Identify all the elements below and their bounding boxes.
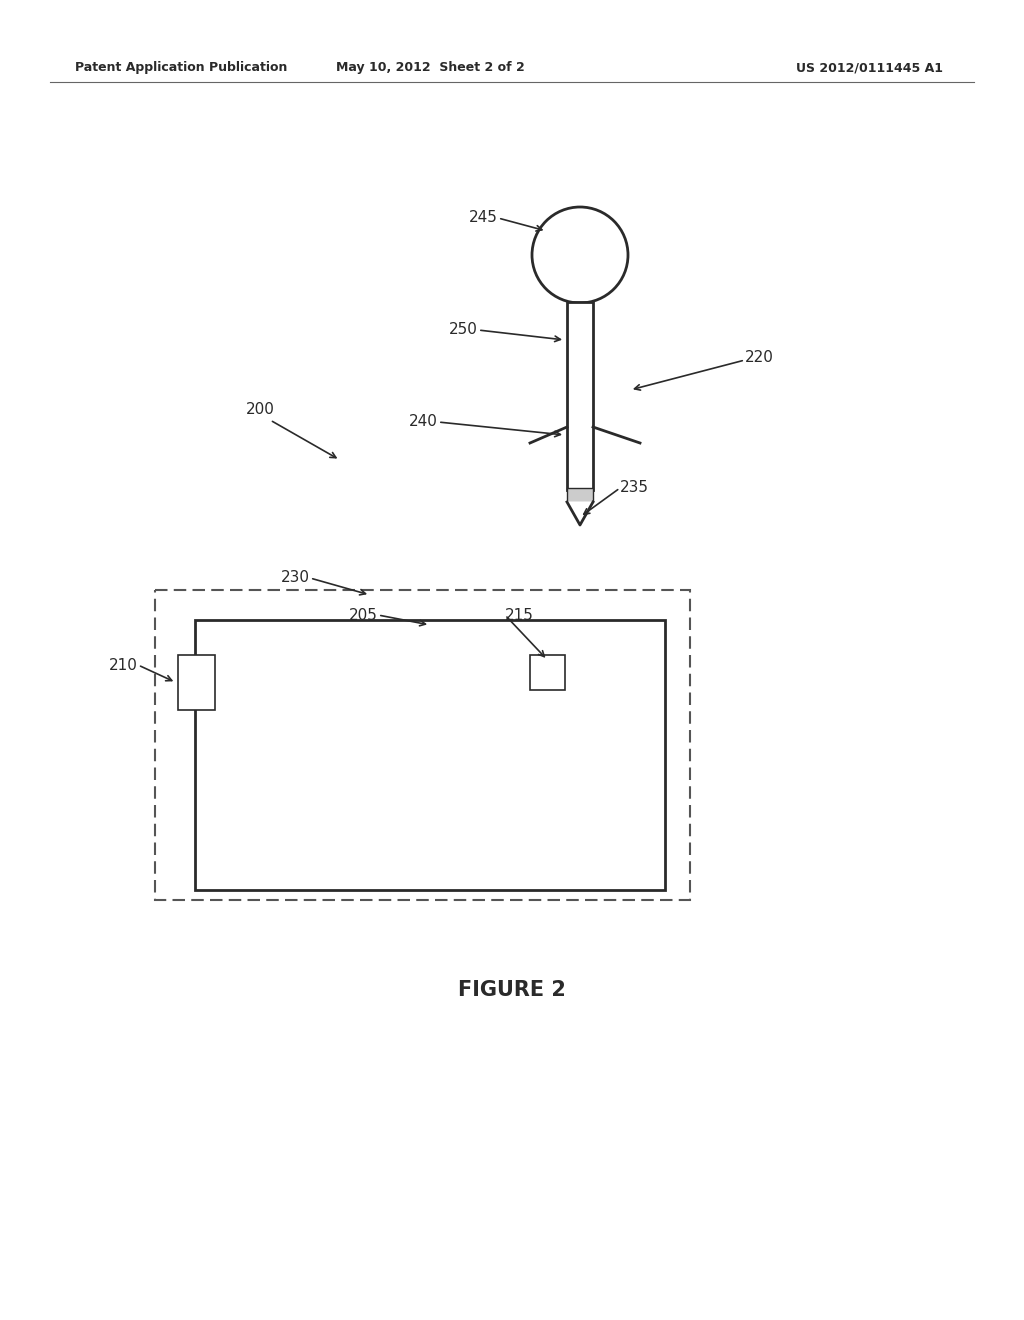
Text: 240: 240 — [410, 414, 438, 429]
Text: FIGURE 2: FIGURE 2 — [458, 979, 566, 1001]
Text: US 2012/0111445 A1: US 2012/0111445 A1 — [797, 62, 943, 74]
Polygon shape — [567, 502, 593, 525]
Bar — [567, 488, 593, 502]
Bar — [530, 655, 565, 690]
Text: 200: 200 — [246, 403, 274, 417]
Circle shape — [532, 207, 628, 304]
Text: 250: 250 — [450, 322, 478, 338]
Text: 230: 230 — [281, 570, 310, 586]
Text: 220: 220 — [745, 351, 774, 366]
Bar — [195, 620, 665, 890]
Bar — [178, 655, 215, 710]
Text: May 10, 2012  Sheet 2 of 2: May 10, 2012 Sheet 2 of 2 — [336, 62, 524, 74]
Text: Patent Application Publication: Patent Application Publication — [75, 62, 288, 74]
Text: 235: 235 — [620, 480, 649, 495]
Text: 210: 210 — [110, 657, 138, 672]
Text: 215: 215 — [505, 607, 534, 623]
Text: 245: 245 — [469, 210, 498, 226]
Text: 205: 205 — [349, 607, 378, 623]
Bar — [155, 590, 690, 900]
Bar — [567, 302, 593, 490]
